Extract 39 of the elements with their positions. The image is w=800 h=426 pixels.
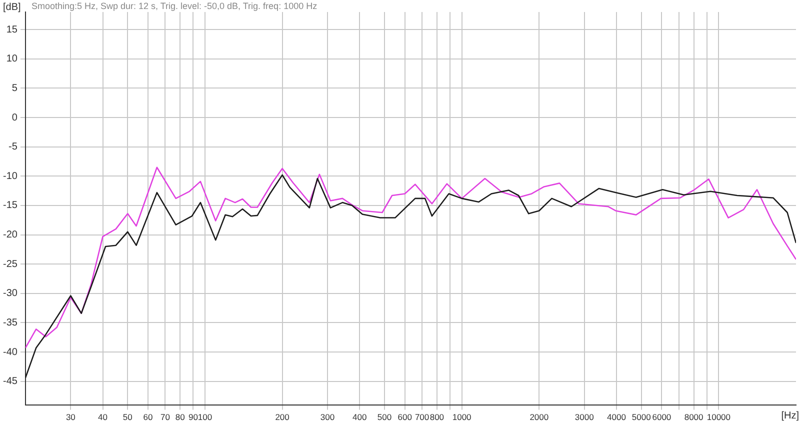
x-tick-label: 90 (188, 412, 198, 422)
x-tick-label: 80 (175, 412, 186, 422)
y-tick-label: -45 (3, 376, 18, 388)
y-tick-label: -25 (3, 258, 18, 270)
x-tick-label: 6000 (652, 412, 672, 422)
text: Smoothing:5 Hz, Swp dur: 12 s, Trig. level: -50,0 dB, Trig. freq: 1000 Hz (31, 0, 318, 11)
x-tick-label: 700 (414, 412, 430, 422)
x-tick-label: 4000 (607, 412, 626, 422)
x-tick-label: 30 (66, 412, 76, 422)
y-tick-label: -30 (3, 288, 18, 300)
x-tick-label: 50 (122, 412, 133, 422)
y-tick-label: 15 (6, 24, 18, 36)
y-tick-label: -15 (3, 200, 18, 212)
y-tick-label: -35 (3, 317, 18, 328)
y-tick-label: 10 (6, 54, 18, 65)
y-tick-label: -20 (3, 230, 18, 241)
x-tick-label: 800 (430, 412, 444, 422)
x-tick-label: 100 (198, 412, 212, 422)
x-axis-title: [Hz] (781, 410, 800, 422)
y-axis-title: [dB] (3, 2, 22, 13)
x-tick-label: 60 (143, 412, 153, 422)
x-tick-label: 400 (352, 412, 367, 422)
x-tick-label: 200 (275, 412, 290, 422)
x-tick-label: 40 (98, 412, 108, 422)
x-tick-label: 300 (320, 412, 335, 422)
x-tick-label: 600 (398, 412, 412, 422)
x-tick-label: 70 (160, 412, 170, 422)
x-tick-label: 1000 (452, 412, 472, 422)
x-tick-label: 5000 (632, 412, 652, 422)
y-tick-label: -10 (3, 170, 18, 182)
x-tick-label: 8000 (684, 412, 704, 422)
y-tick-label: -40 (3, 346, 18, 358)
y-tick-label: 0 (12, 112, 18, 124)
x-tick-label: 10000 (706, 412, 731, 422)
x-tick-label: 3000 (574, 412, 594, 422)
y-tick-label: -5 (8, 142, 18, 153)
x-tick-label: 2000 (530, 412, 549, 422)
y-tick-label: 5 (12, 82, 18, 94)
x-tick-label: 500 (377, 412, 392, 422)
